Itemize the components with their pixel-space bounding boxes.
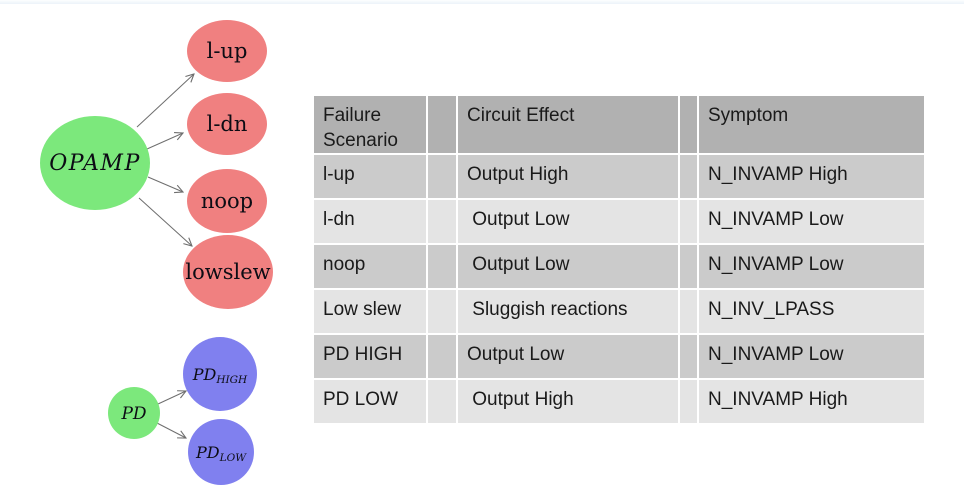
edge-opamp-lowslew: [138, 197, 192, 246]
cell-effect: Output High: [458, 155, 678, 198]
edge-pd-pdhigh: [157, 391, 186, 405]
edge-opamp-noop: [147, 176, 183, 192]
spacer-cell: [428, 380, 456, 423]
node-l-up: [187, 20, 267, 82]
fault-tree-diagram: OPAMP l-up l-dn noop lowslew PD PDHIGH P…: [40, 20, 273, 485]
node-label-pd: PD: [120, 404, 146, 424]
node-label-opamp: OPAMP: [49, 151, 141, 176]
spacer-cell: [428, 290, 456, 333]
cell-symptom: N_INVAMP High: [699, 155, 924, 198]
node-lowslew: [183, 235, 273, 309]
cell-effect: Output Low: [458, 335, 678, 378]
edge-pd-pdlow: [156, 422, 186, 438]
node-label-pd-low: PDLOW: [195, 443, 247, 464]
top-edge-strip: [0, 0, 964, 4]
spacer-cell: [680, 200, 697, 243]
cell-symptom: N_INVAMP Low: [699, 200, 924, 243]
failure-table: Failure Scenario Circuit Effect Symptom …: [314, 96, 924, 423]
spacer-cell: [428, 245, 456, 288]
cell-symptom: N_INVAMP Low: [699, 245, 924, 288]
node-label-pd-high: PDHIGH: [192, 365, 248, 386]
cell-failure: l-up: [314, 155, 426, 198]
cell-symptom: N_INV_LPASS: [699, 290, 924, 333]
spacer-cell: [680, 335, 697, 378]
spacer-cell: [680, 380, 697, 423]
node-opamp: [40, 116, 150, 210]
node-label-l-up: l-up: [207, 39, 248, 63]
node-label-noop: noop: [201, 189, 253, 213]
node-label-l-dn: l-dn: [207, 112, 248, 136]
header-failure-scenario: Failure Scenario: [314, 96, 426, 153]
cell-failure: PD LOW: [314, 380, 426, 423]
spacer-cell: [680, 290, 697, 333]
edge-opamp-lup: [136, 74, 194, 128]
node-pd: [108, 387, 160, 439]
header-circuit-effect: Circuit Effect: [458, 96, 678, 153]
cell-failure: noop: [314, 245, 426, 288]
cell-effect: Sluggish reactions: [458, 290, 678, 333]
cell-symptom: N_INVAMP Low: [699, 335, 924, 378]
cell-failure: Low slew: [314, 290, 426, 333]
cell-failure: l-dn: [314, 200, 426, 243]
header-spacer-2: [680, 96, 697, 153]
spacer-cell: [428, 155, 456, 198]
node-l-dn: [187, 93, 267, 155]
cell-effect: Output High: [458, 380, 678, 423]
spacer-cell: [680, 155, 697, 198]
node-label-lowslew: lowslew: [185, 260, 270, 284]
node-pd-high: [183, 337, 257, 411]
spacer-cell: [428, 200, 456, 243]
cell-symptom: N_INVAMP High: [699, 380, 924, 423]
cell-failure: PD HIGH: [314, 335, 426, 378]
header-symptom: Symptom: [699, 96, 924, 153]
cell-effect: Output Low: [458, 245, 678, 288]
spacer-cell: [428, 335, 456, 378]
node-noop: [187, 169, 267, 233]
header-spacer-1: [428, 96, 456, 153]
node-pd-low: [188, 419, 254, 485]
spacer-cell: [680, 245, 697, 288]
edge-opamp-ldn: [146, 133, 183, 150]
cell-effect: Output Low: [458, 200, 678, 243]
